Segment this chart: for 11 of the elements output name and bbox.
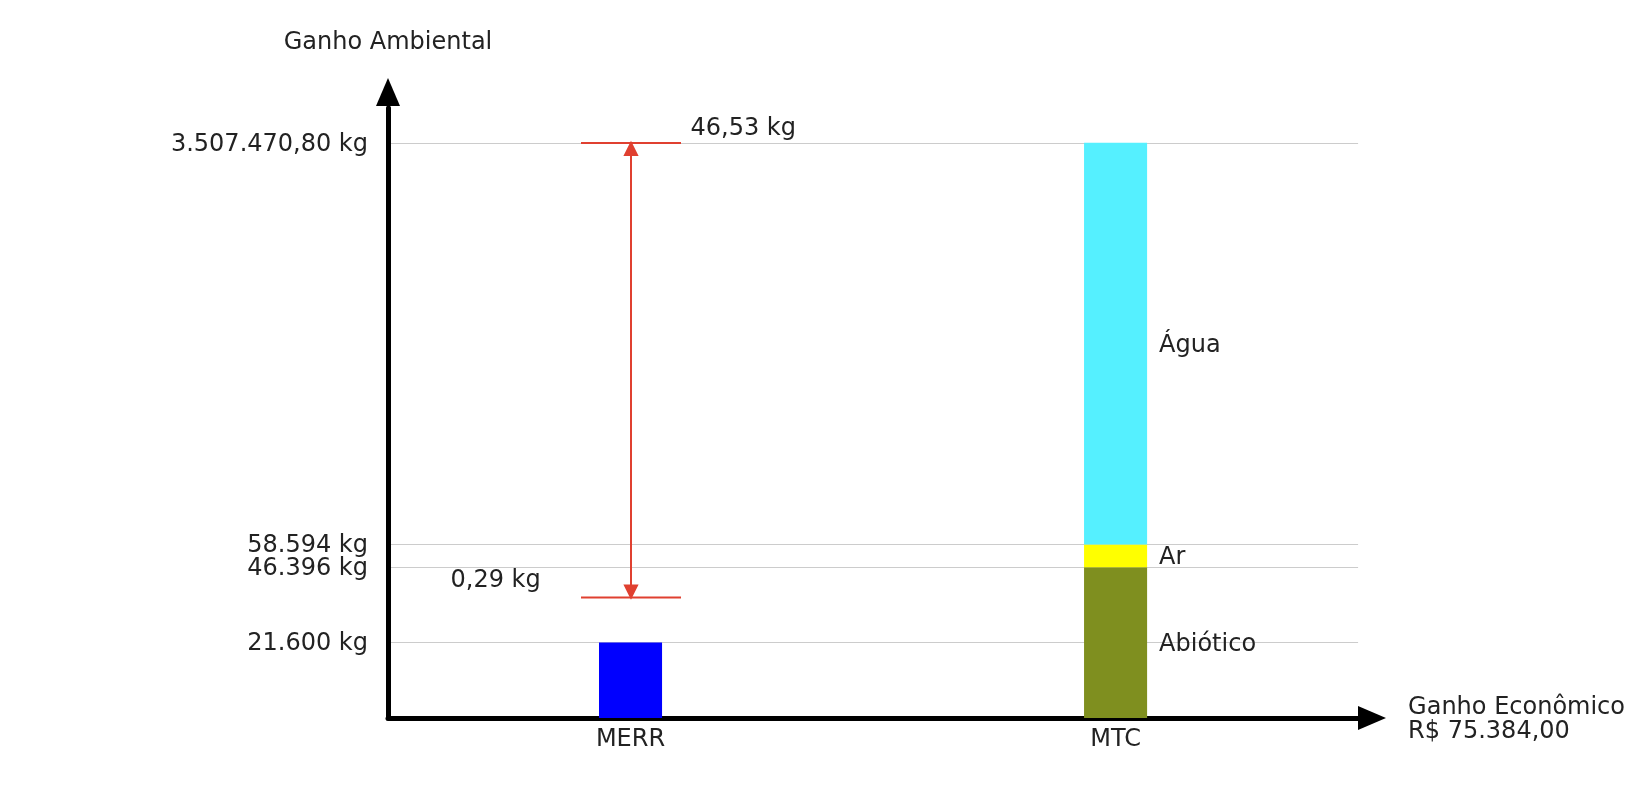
x-axis-title: Ganho Econômico R$ 75.384,00 — [1408, 692, 1625, 744]
y-tick-label: 21.600 kg — [247, 628, 368, 657]
x-tick-label: MERR — [595, 724, 666, 752]
series-label: Ar — [1159, 541, 1186, 570]
y-axis-title: Ganho Ambiental — [283, 27, 493, 55]
y-tick-label: 3.507.470,80 kg — [170, 128, 368, 157]
annotation: 0,29 kg — [450, 565, 541, 594]
series-label: Água — [1159, 328, 1221, 358]
series-label: Abiótico — [1159, 628, 1257, 657]
annotation: 46,53 kg — [690, 112, 796, 141]
x-tick-label: MTC — [1090, 724, 1141, 752]
